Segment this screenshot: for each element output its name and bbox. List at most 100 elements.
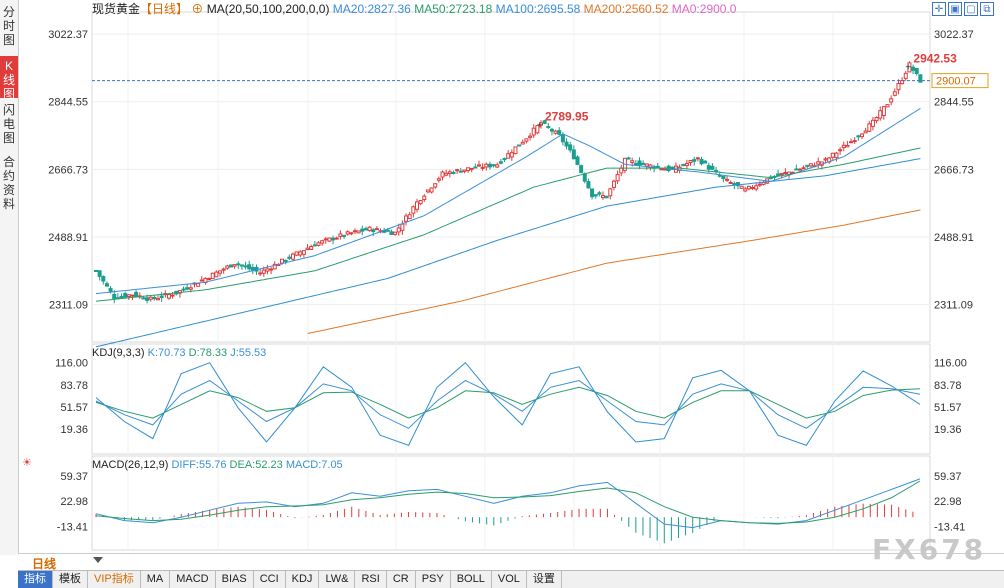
candle-body: [498, 161, 503, 164]
indicator-tab-7[interactable]: KDJ: [286, 571, 320, 588]
candle-body: [170, 294, 175, 297]
indicator-tab-10[interactable]: CR: [387, 571, 416, 588]
candle-body: [531, 127, 536, 136]
mid-annotation: 2789.95: [545, 109, 589, 123]
candle-body: [287, 256, 292, 259]
candle-body: [466, 167, 471, 171]
candle-body: [801, 167, 806, 170]
candle-body: [280, 258, 285, 264]
indicator-tab-2[interactable]: VIP指标: [88, 571, 141, 588]
candle-body: [586, 181, 591, 189]
candle-body: [476, 164, 481, 167]
kdj-tick: 19.36: [934, 424, 962, 436]
crosshair-icon[interactable]: ✛: [932, 2, 946, 16]
indicator-tab-8[interactable]: LW&: [319, 571, 356, 588]
indicator-tab-5[interactable]: BIAS: [216, 571, 254, 588]
candle-body: [535, 125, 540, 134]
candle-body: [517, 144, 522, 147]
y-tick-left: 2311.09: [49, 300, 88, 312]
candle-body: [407, 214, 412, 220]
kdj-tick: 83.78: [60, 380, 88, 392]
indicator-tab-1[interactable]: 模板: [53, 571, 88, 588]
chart-area: 3022.37 3022.37 2844.55 2844.55 2666.73 2666.…: [22, 1, 989, 551]
candle-body: [779, 172, 784, 176]
candle-body: [611, 180, 616, 188]
candle-body: [393, 231, 398, 235]
macd-tick: 59.37: [934, 471, 962, 483]
ma-value: MA200:2560.52: [580, 2, 668, 16]
candle-body: [134, 291, 139, 298]
candle-body: [207, 277, 212, 280]
candle-body: [692, 159, 697, 162]
candle-body: [462, 169, 467, 172]
candle-body: [345, 231, 350, 235]
y-tick-right: 2488.91: [934, 232, 974, 244]
indicator-tab-14[interactable]: 设置: [527, 571, 562, 588]
kdj-tick: 116.00: [55, 358, 88, 370]
candle-body: [542, 120, 547, 124]
indicator-tab-0[interactable]: 指标: [18, 571, 53, 588]
candle-body: [903, 72, 908, 79]
indicator-tab-3[interactable]: MA: [141, 571, 171, 588]
indicator-tab-4[interactable]: MACD: [170, 571, 216, 588]
zoom-in-icon[interactable]: ▣: [948, 2, 962, 16]
candle-body: [389, 231, 394, 235]
candle-body: [579, 165, 584, 174]
instrument-name: 现货黄金: [92, 1, 140, 16]
candle-body: [305, 247, 310, 251]
candle-body: [119, 296, 124, 299]
indicator-tab-12[interactable]: BOLL: [451, 571, 492, 588]
sidebar-tab-2[interactable]: 闪电图: [2, 103, 15, 145]
kdj-line-k: [95, 379, 921, 429]
candle-body: [323, 238, 328, 241]
y-tick-right: 3022.37: [934, 29, 974, 41]
candle-body: [528, 135, 533, 138]
fullscreen-icon[interactable]: ⧉: [980, 2, 994, 16]
candle-body: [601, 195, 606, 199]
indicator-tab-13[interactable]: VOL: [492, 571, 527, 588]
candle-body: [524, 138, 529, 142]
candle-body: [429, 187, 434, 193]
chart-toolbar: ✛ ▣ ▢ ⧉: [932, 2, 994, 18]
candle-body: [797, 168, 802, 171]
candle-body: [290, 253, 295, 260]
macd-settings-icon: ☀: [22, 457, 32, 469]
candle-body: [411, 206, 416, 214]
candle-body: [108, 288, 113, 292]
candle-body: [856, 135, 861, 138]
candle-body: [735, 182, 740, 187]
y-tick-right: 2844.55: [934, 97, 974, 109]
candle-body: [181, 288, 186, 291]
chevron-down-icon[interactable]: [93, 557, 103, 563]
candle-body: [94, 269, 98, 272]
candle-body: [699, 158, 704, 165]
candle-body: [239, 264, 244, 267]
sidebar-tab-3[interactable]: 合约资料: [2, 155, 15, 211]
candle-body: [615, 174, 620, 182]
candle-body: [338, 233, 343, 237]
candle-body: [633, 163, 638, 166]
zoom-out-icon[interactable]: ▢: [964, 2, 978, 16]
candle-body: [502, 158, 507, 161]
candle-body: [783, 171, 788, 174]
candle-body: [918, 74, 923, 83]
candle-body: [236, 263, 241, 266]
y-tick-right: 2311.09: [934, 300, 973, 312]
period-selector[interactable]: 日线: [32, 557, 57, 571]
candle-body: [823, 158, 828, 161]
candle-body: [148, 296, 153, 300]
candle-body: [349, 232, 354, 235]
candle-body: [312, 244, 317, 247]
indicator-tab-9[interactable]: RSI: [355, 571, 387, 588]
kdj-tick: 51.57: [60, 402, 88, 414]
sidebar-tab-1[interactable]: K线图: [0, 56, 18, 101]
candle-body: [473, 166, 478, 169]
candle-body: [356, 230, 361, 234]
indicator-tab-6[interactable]: CCI: [254, 571, 286, 588]
sidebar-tab-0[interactable]: 分时图: [2, 5, 15, 47]
candle-body: [371, 229, 376, 233]
candle-body: [360, 228, 365, 232]
candle-body: [327, 237, 332, 242]
indicator-tab-11[interactable]: PSY: [416, 571, 451, 588]
ma-line-ma20: [95, 107, 921, 295]
